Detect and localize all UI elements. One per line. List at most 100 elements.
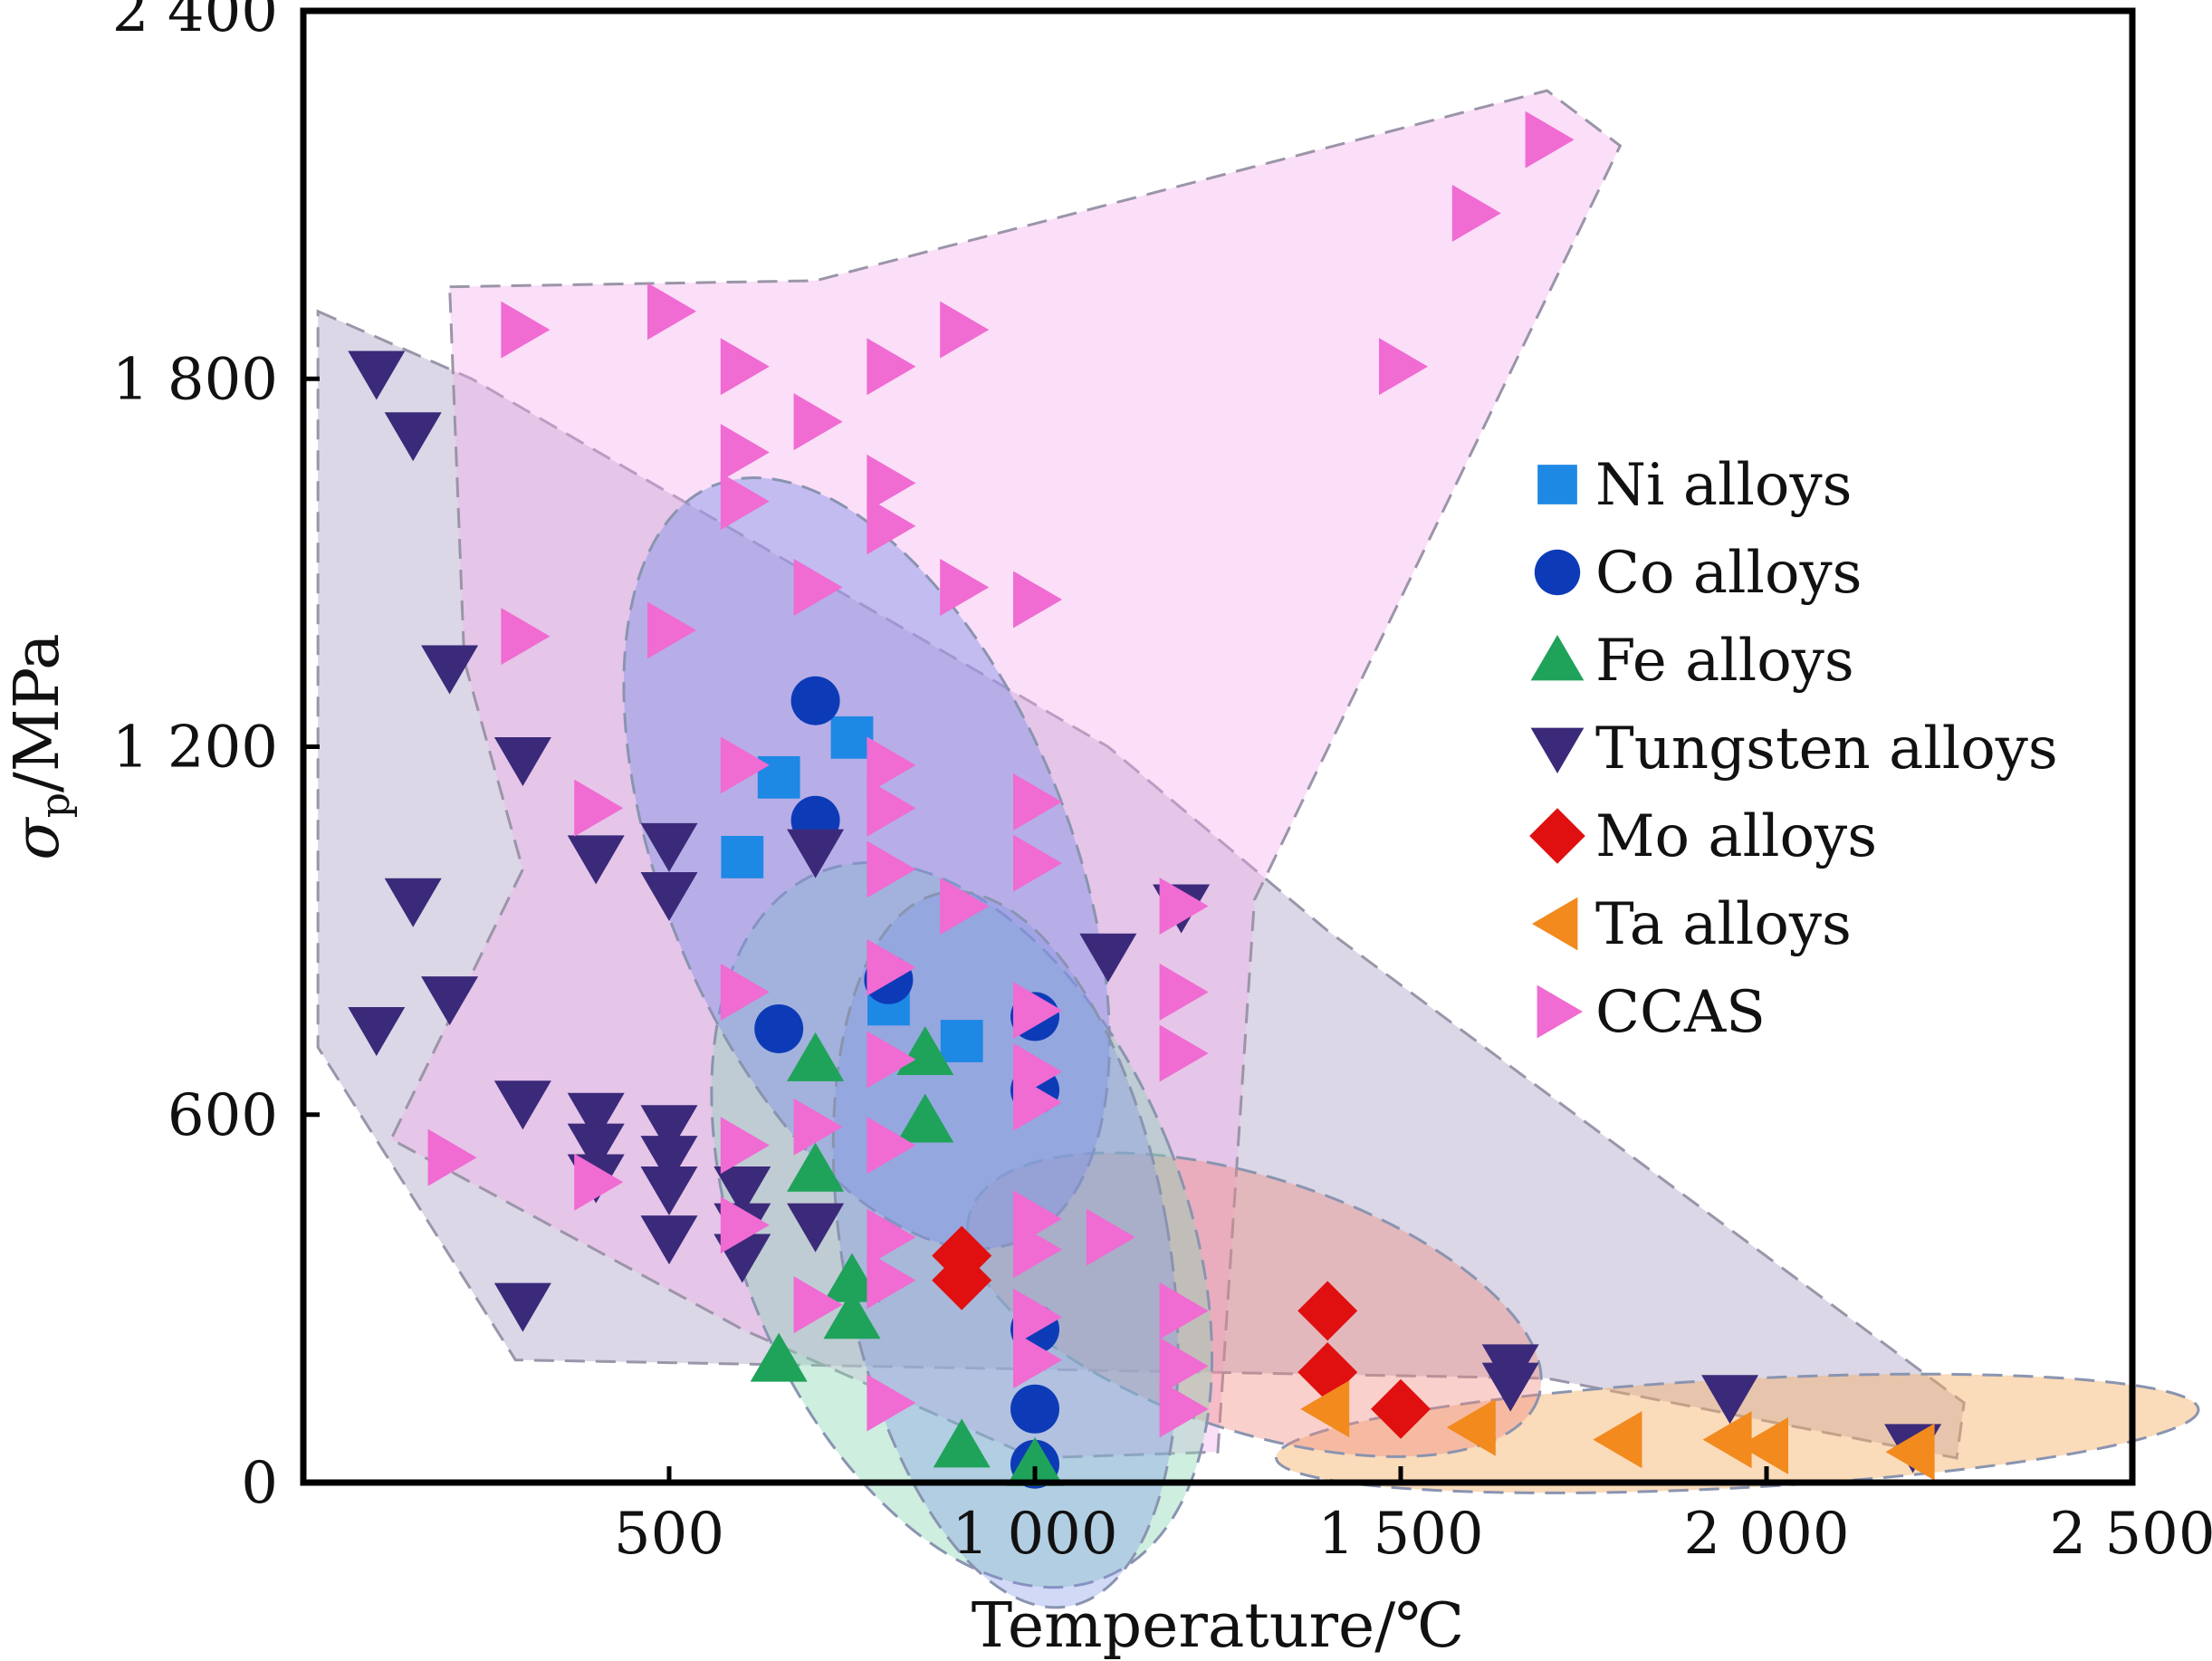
tungsten-alloys-point: [787, 829, 845, 879]
legend-item-ccas: CCAS: [1537, 979, 1766, 1046]
tungsten-alloys-point: [640, 1105, 698, 1155]
ccas-point: [720, 424, 770, 481]
y-axis-symbol: σ: [2, 817, 73, 860]
ccas-point: [720, 1196, 770, 1254]
ni-alloys-point: [830, 715, 874, 759]
tungsten-alloys-point: [640, 822, 698, 872]
tungsten-alloys-point: [1481, 1362, 1539, 1412]
co-alloys-point: [790, 676, 840, 725]
tungsten-alloys-point: [493, 1282, 551, 1332]
tungsten-alloys-point: [640, 1136, 698, 1186]
ta-alloys-point: [1300, 1380, 1350, 1438]
ccas-point: [647, 601, 696, 659]
x-axis-title: Temperature/℃: [972, 1590, 1464, 1661]
tungsten-alloys-point: [493, 737, 551, 787]
y-tick-label: 1 800: [112, 346, 278, 413]
ccas-point: [1086, 1208, 1135, 1266]
x-tick-label: 1 500: [1317, 1501, 1483, 1568]
series-ccas: [427, 110, 1575, 1438]
ccas-point: [427, 1128, 477, 1186]
ccas-point: [1013, 1331, 1062, 1389]
ccas-point: [793, 393, 843, 451]
legend-marker-ta-alloys: [1532, 897, 1578, 951]
ccas-point: [793, 1276, 843, 1334]
ta-alloys-point: [1593, 1411, 1642, 1469]
x-tick-label: 500: [614, 1501, 724, 1568]
tungsten-alloys-point: [421, 645, 479, 695]
legend-label: Co alloys: [1595, 540, 1862, 607]
mo-alloys-point: [932, 1250, 992, 1311]
legend-marker-mo-alloys: [1529, 808, 1585, 864]
ccas-point: [720, 963, 770, 1021]
legend-item-co-alloys: Co alloys: [1534, 540, 1862, 607]
ta-alloys-point: [1702, 1411, 1752, 1469]
tungsten-alloys-point: [567, 1123, 625, 1173]
ccas-point: [867, 1252, 916, 1310]
legend-marker-tungsten-alloys: [1530, 727, 1585, 773]
tungsten-alloys-point: [421, 976, 479, 1026]
ccas-point: [501, 608, 551, 666]
tungsten-alloys-point: [567, 1092, 625, 1142]
legend-item-ta-alloys: Ta alloys: [1532, 891, 1852, 958]
ccas-point: [940, 301, 990, 359]
legend-item-tungsten-alloys: Tungsten alloys: [1530, 715, 2058, 782]
ccas-point: [720, 473, 770, 531]
series-ta-alloys: [1300, 1380, 1935, 1481]
ccas-point: [867, 1208, 916, 1266]
legend-marker-ni-alloys: [1537, 465, 1577, 504]
ccas-point: [647, 283, 696, 341]
ccas-point: [1013, 1221, 1062, 1279]
ni-alloys-point: [940, 1020, 983, 1062]
ccas-point: [1013, 773, 1062, 830]
tungsten-alloys-point: [384, 412, 442, 462]
ccas-point: [720, 338, 770, 396]
tungsten-alloys-point: [567, 835, 625, 885]
fe-alloys-point: [896, 1026, 954, 1076]
series-fe-alloys: [750, 1026, 1064, 1486]
ccas-point: [574, 1153, 624, 1211]
y-axis-title: σp/MPa: [2, 633, 79, 859]
y-tick-label: 1 200: [112, 715, 278, 782]
tungsten-alloys-point: [640, 872, 698, 921]
ccas-point: [1013, 834, 1062, 892]
tungsten-alloys-point: [348, 1006, 406, 1056]
tungsten-alloys-point: [787, 1203, 845, 1253]
ccas-point: [1013, 1073, 1062, 1131]
legend-label: Fe alloys: [1595, 628, 1854, 695]
fe-alloys-point: [896, 1093, 954, 1143]
fe-alloys-point: [787, 1032, 845, 1081]
legend-item-mo-alloys: Mo alloys: [1529, 803, 1877, 870]
tungsten-alloys-point: [1079, 933, 1137, 983]
series-mo-alloys: [932, 1225, 1431, 1439]
axis-ticks: 500 1 000 1 500 2 000 2 500 0 600 1 200 1 800 2 4…: [112, 0, 2212, 1568]
fe-alloys-point: [823, 1290, 881, 1339]
ccas-point: [793, 558, 843, 616]
legend-item-ni-alloys: Ni alloys: [1537, 452, 1852, 519]
ccas-point: [574, 779, 624, 837]
x-tick-label: 1 000: [952, 1501, 1117, 1568]
fe-alloys-point: [823, 1253, 881, 1302]
ccas-point: [1159, 1337, 1209, 1395]
legend-label: Ni alloys: [1595, 452, 1852, 519]
ccas-point: [867, 938, 916, 996]
ni-alloys-point: [721, 835, 764, 879]
ccas-point: [720, 736, 770, 794]
ccas-point: [1159, 1380, 1209, 1438]
ccas-point: [501, 301, 551, 359]
tungsten-alloys-point: [1701, 1375, 1759, 1425]
ccas-point: [867, 840, 916, 898]
ccas-point: [940, 558, 990, 616]
ccas-point: [1013, 571, 1062, 629]
mo-alloys-point: [1371, 1378, 1431, 1439]
y-axis-unit: /MPa: [2, 633, 73, 792]
fe-alloys-point: [933, 1418, 991, 1468]
ccas-point: [867, 1117, 916, 1175]
ccas-point: [1159, 963, 1209, 1021]
fe-alloys-point: [787, 1142, 845, 1192]
ccas-point: [1013, 1288, 1062, 1346]
ccas-point: [867, 1374, 916, 1432]
ccas-point: [867, 736, 916, 794]
ccas-point: [867, 454, 916, 512]
legend-marker-ccas: [1537, 984, 1583, 1039]
